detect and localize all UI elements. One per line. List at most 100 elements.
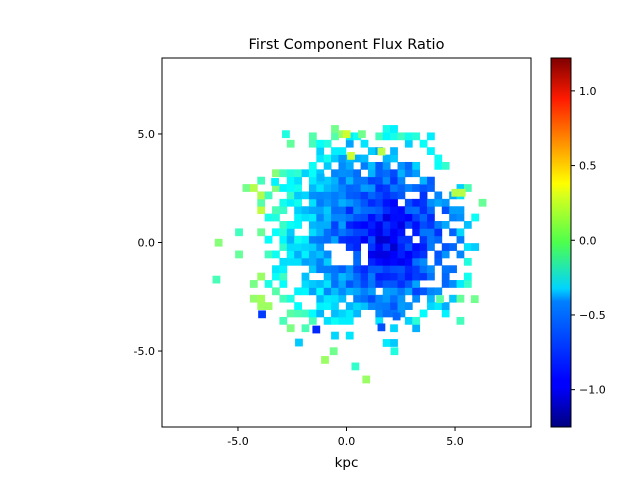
heatmap-cell (345, 243, 354, 251)
heatmap-cell (404, 265, 413, 274)
heatmap-cell (449, 265, 457, 274)
heatmap-cell (360, 206, 369, 215)
heatmap-cell (375, 265, 384, 274)
heatmap-cell (382, 294, 391, 303)
heatmap-cell (272, 184, 280, 192)
heatmap-cell (441, 250, 450, 259)
heatmap-cell (419, 250, 428, 259)
heatmap-cell (382, 302, 391, 310)
heatmap-cell (390, 184, 398, 192)
heatmap-cell (456, 213, 465, 222)
heatmap-cell (471, 213, 480, 222)
heatmap-cell (316, 243, 325, 251)
heatmap-cell (382, 250, 391, 259)
heatmap-cell (279, 265, 288, 274)
heatmap-cell (397, 213, 406, 222)
heatmap-cell (390, 287, 398, 296)
heatmap-cell (295, 338, 303, 347)
heatmap-cell (419, 309, 428, 318)
heatmap-cell (390, 125, 398, 133)
y-tick-label: -5.0 (134, 345, 155, 358)
heatmap-cell (397, 184, 406, 192)
heatmap-cell (449, 206, 457, 215)
heatmap-cell (279, 198, 288, 207)
heatmap-cell (323, 228, 332, 237)
heatmap-cell (258, 310, 266, 319)
heatmap-cell (412, 169, 421, 178)
heatmap-cell (353, 228, 362, 237)
heatmap-cell (308, 287, 317, 296)
heatmap-cell (338, 147, 347, 155)
heatmap-cell (367, 243, 376, 251)
heatmap-cell (272, 169, 280, 178)
heatmap-cell (375, 161, 384, 170)
heatmap-cell (390, 235, 398, 244)
heatmap-cell (294, 206, 302, 215)
heatmap-cell (375, 302, 384, 310)
heatmap-cell (286, 243, 295, 251)
heatmap-cell (353, 250, 362, 259)
heatmap-cell (397, 191, 406, 200)
heatmap-cell (338, 228, 347, 237)
heatmap-cell (323, 176, 332, 185)
heatmap-cell (397, 243, 406, 251)
heatmap-cell (419, 176, 428, 185)
heatmap-cell (272, 213, 280, 222)
x-axis-label: kpc (335, 455, 359, 471)
heatmap-cell (338, 294, 347, 303)
heatmap-cell (316, 309, 325, 318)
heatmap-cell (279, 257, 288, 266)
heatmap-cell (412, 221, 421, 229)
heatmap-cell (286, 228, 295, 237)
heatmap-cell (331, 294, 339, 303)
heatmap-cell (294, 169, 302, 178)
heatmap-cell (397, 287, 406, 296)
heatmap-cell (412, 228, 421, 237)
heatmap-cell (397, 221, 406, 229)
heatmap-cell (279, 221, 288, 229)
heatmap-cell (367, 265, 376, 274)
heatmap-cell (367, 161, 376, 170)
heatmap-cell (316, 235, 325, 244)
heatmap-cell (382, 309, 391, 318)
heatmap-cell (397, 235, 406, 244)
x-axis: -5.0 0.0 5.0 (227, 427, 464, 448)
heatmap-cell (338, 280, 347, 288)
heatmap-cell (456, 184, 465, 192)
heatmap-cell (316, 287, 325, 296)
heatmap-cell (353, 184, 362, 192)
heatmap-cell (301, 272, 310, 281)
heatmap-cell (272, 250, 280, 259)
heatmap-cell (279, 206, 288, 215)
heatmap-cell (427, 228, 435, 237)
heatmap-cell (434, 198, 443, 207)
heatmap-cell (375, 206, 384, 215)
heatmap-cell (404, 235, 413, 244)
heatmap-cell (441, 206, 450, 215)
heatmap-cell (412, 280, 421, 288)
x-tick-label: 5.0 (446, 435, 464, 448)
heatmap-cell (353, 272, 362, 281)
heatmap-cell (249, 294, 258, 303)
heatmap-cell (390, 243, 398, 251)
heatmap-cell (397, 272, 406, 281)
heatmap-cell (427, 265, 435, 274)
heatmap-cell (282, 130, 290, 139)
heatmap-cell (382, 228, 391, 237)
heatmap-cell (301, 243, 310, 251)
heatmap-pixels (212, 125, 487, 384)
heatmap-cell (358, 130, 366, 139)
heatmap-cell (419, 265, 428, 274)
heatmap-cell (286, 169, 295, 178)
heatmap-cell (301, 235, 310, 244)
heatmap-cell (353, 213, 362, 222)
heatmap-cell (353, 132, 362, 141)
heatmap-cell (316, 221, 325, 229)
heatmap-cell (286, 176, 295, 185)
heatmap-cell (456, 280, 465, 288)
heatmap-cell (331, 287, 339, 296)
heatmap-cell (457, 188, 466, 197)
heatmap-cell (375, 191, 384, 200)
heatmap-cell (404, 302, 413, 310)
heatmap-cell (308, 280, 317, 288)
